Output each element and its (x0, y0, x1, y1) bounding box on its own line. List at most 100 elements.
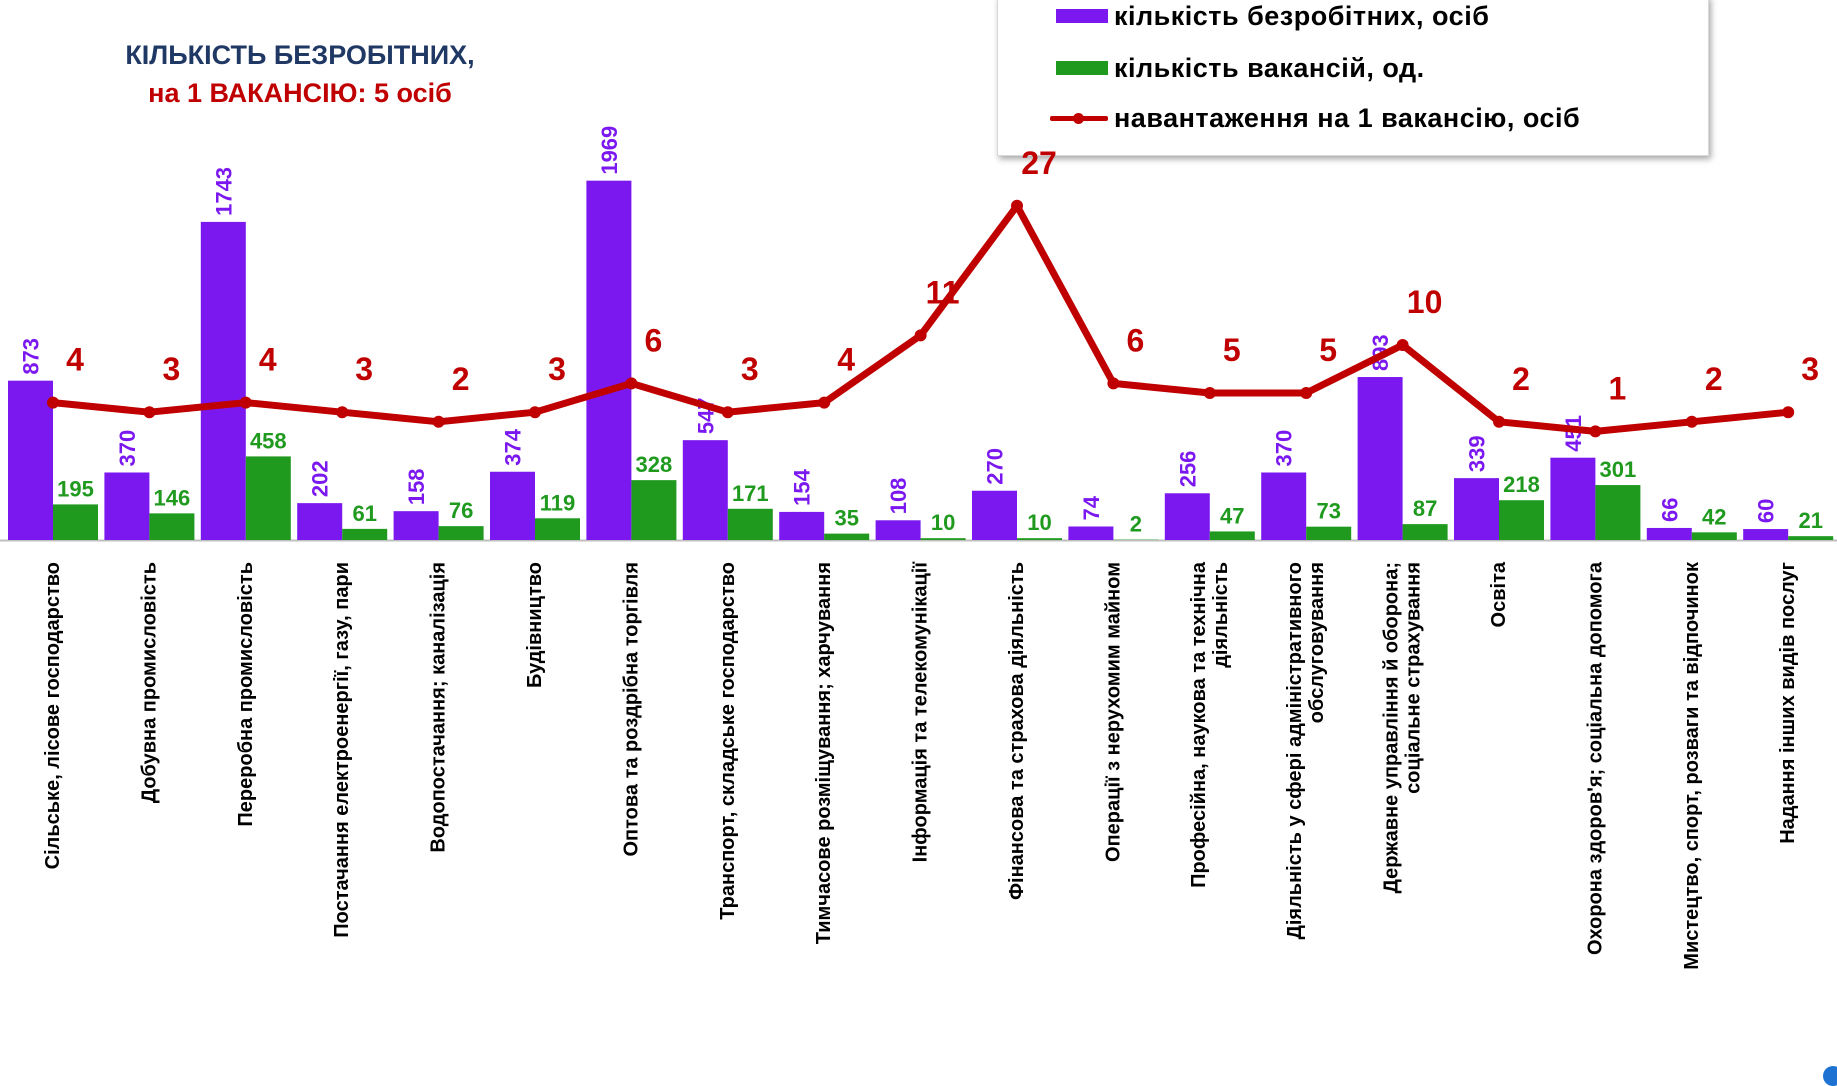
data-label-vacancies: 35 (834, 506, 858, 531)
data-label-load: 3 (355, 351, 373, 387)
category-label-line: Державне управління й оборона; (1381, 562, 1403, 893)
bar-vacancies (728, 509, 773, 540)
bar-vacancies (1210, 531, 1255, 540)
line-point-load (1397, 339, 1409, 351)
category-label-line: Транспорт, складське господарство (717, 562, 739, 920)
category-label-line: Надання інших видів послуг (1777, 562, 1799, 844)
data-label-unemployed: 339 (1465, 435, 1490, 472)
data-label-load: 1 (1609, 370, 1627, 406)
data-label-load: 6 (645, 322, 663, 358)
category-label: Інформація та телекомунікації (910, 562, 932, 863)
category-label: Операції з нерухомим майном (1102, 562, 1124, 862)
category-label: Тимчасове розміщування; харчування (813, 562, 835, 944)
data-label-unemployed: 370 (1272, 430, 1297, 467)
data-label-load: 3 (741, 351, 759, 387)
category-label-line: діяльність (1210, 562, 1232, 668)
category-label: Добувна промисловість (138, 562, 160, 803)
category-label-line: Тимчасове розміщування; харчування (813, 562, 835, 944)
data-label-vacancies: 119 (540, 490, 576, 515)
data-label-unemployed: 1743 (211, 167, 236, 216)
bar-vacancies (1788, 536, 1833, 540)
data-label-vacancies: 73 (1316, 499, 1340, 524)
bar-vacancies (535, 518, 580, 540)
data-label-load: 3 (163, 351, 181, 387)
bar-unemployed (8, 381, 53, 540)
line-point-load (722, 406, 734, 418)
data-label-load: 3 (1801, 351, 1819, 387)
line-point-load (529, 406, 541, 418)
line-point-load (240, 397, 252, 409)
bar-vacancies (1595, 485, 1640, 540)
category-label: Державне управління й оборона;соціальне … (1381, 562, 1425, 893)
bar-vacancies (1403, 524, 1448, 540)
data-label-vacancies: 87 (1413, 496, 1437, 521)
data-label-load: 10 (1407, 284, 1443, 320)
bar-unemployed (297, 503, 342, 540)
category-label: Будівництво (524, 562, 546, 688)
data-label-load: 2 (452, 361, 470, 397)
line-point-load (1300, 387, 1312, 399)
bar-unemployed (972, 491, 1017, 540)
line-load (53, 206, 1788, 432)
category-label: Надання інших видів послуг (1777, 562, 1799, 844)
data-label-vacancies: 10 (1027, 510, 1051, 535)
data-label-load: 4 (66, 342, 84, 378)
data-label-unemployed: 370 (115, 430, 140, 467)
data-label-unemployed: 154 (790, 468, 815, 505)
bar-unemployed (1358, 377, 1403, 540)
line-point-load (143, 406, 155, 418)
data-label-unemployed: 873 (19, 338, 44, 375)
category-label-line: Освіта (1488, 561, 1510, 627)
data-label-vacancies: 10 (931, 510, 955, 535)
bar-unemployed (683, 440, 728, 540)
category-label-line: Операції з нерухомим майном (1102, 562, 1124, 862)
line-point-load (1686, 416, 1698, 428)
category-label: Переробна промисловість (235, 562, 257, 827)
bar-vacancies (246, 456, 291, 540)
line-point-load (1782, 406, 1794, 418)
category-label: Сільське, лісове господарство (42, 562, 64, 869)
bar-unemployed (779, 512, 824, 540)
line-point-load (1107, 377, 1119, 389)
data-label-vacancies: 171 (732, 481, 769, 506)
data-label-unemployed: 158 (404, 468, 429, 505)
data-label-vacancies: 195 (57, 476, 94, 501)
data-label-unemployed: 256 (1175, 451, 1200, 488)
category-label: Водопостачання; каналізація (428, 562, 450, 853)
bar-unemployed (1068, 526, 1113, 540)
corner-dot-icon (1823, 1066, 1837, 1086)
bar-vacancies (1017, 538, 1062, 540)
category-label-line: соціальне страхування (1403, 562, 1425, 794)
category-label-line: Мистецтво, спорт, розваги та відпочинок (1681, 561, 1703, 970)
data-label-vacancies: 218 (1503, 472, 1540, 497)
bar-vacancies (342, 529, 387, 540)
line-point-load (47, 397, 59, 409)
category-label: Охорона здоров'я; соціальна допомога (1584, 561, 1606, 955)
bar-vacancies (53, 504, 98, 540)
data-label-vacancies: 458 (250, 428, 287, 453)
data-label-vacancies: 61 (352, 501, 376, 526)
bar-unemployed (876, 520, 921, 540)
bar-vacancies (824, 534, 869, 540)
data-label-vacancies: 47 (1220, 503, 1244, 528)
line-point-load (1204, 387, 1216, 399)
bar-unemployed (1454, 478, 1499, 540)
category-label-line: Оптова та роздрібна торгівля (620, 562, 642, 857)
category-label-line: Професійна, наукова та технічна (1188, 561, 1210, 888)
data-label-load: 6 (1127, 322, 1145, 358)
bar-vacancies (149, 513, 194, 540)
data-label-unemployed: 374 (501, 428, 526, 465)
data-label-vacancies: 146 (154, 485, 191, 510)
data-label-vacancies: 76 (449, 498, 473, 523)
bar-unemployed (104, 472, 149, 540)
data-label-unemployed: 66 (1657, 497, 1682, 521)
bar-vacancies (1306, 527, 1351, 540)
data-label-unemployed: 270 (983, 448, 1008, 485)
line-point-load (915, 329, 927, 341)
category-label-line: Сільське, лісове господарство (42, 562, 64, 869)
category-label-line: Будівництво (524, 562, 546, 688)
data-label-unemployed: 202 (308, 460, 333, 497)
bar-vacancies (631, 480, 676, 540)
